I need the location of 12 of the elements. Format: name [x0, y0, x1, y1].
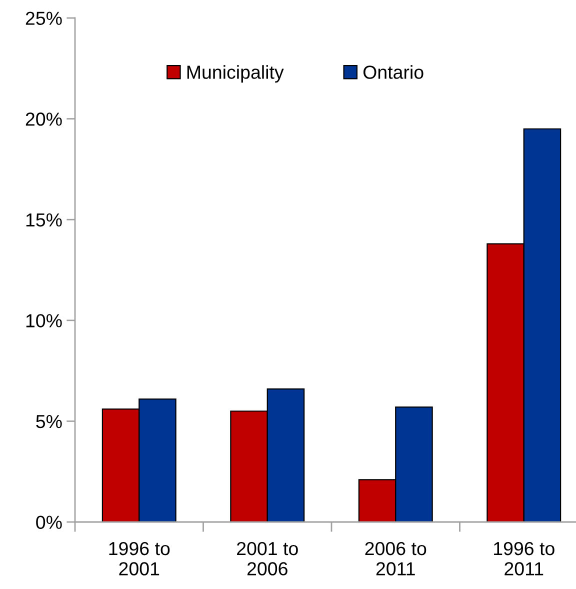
x-tick-label: 2001 to 2006 [237, 542, 298, 576]
x-tick-label: 1996 to 2011 [494, 542, 554, 576]
x-tick-label: 1996 to 2001 [109, 542, 170, 576]
y-tick-label: 0% [36, 516, 62, 529]
legend-label: Municipality [187, 65, 284, 83]
y-tick-label: 25% [26, 12, 62, 25]
y-tick-label: 20% [26, 112, 62, 126]
legend-label: Ontario [363, 65, 424, 79]
x-tick-label: 2006 to 2011 [365, 542, 426, 576]
y-tick-label: 5% [36, 414, 62, 428]
y-tick-label: 10% [26, 314, 62, 328]
y-tick-label: 15% [26, 213, 62, 227]
